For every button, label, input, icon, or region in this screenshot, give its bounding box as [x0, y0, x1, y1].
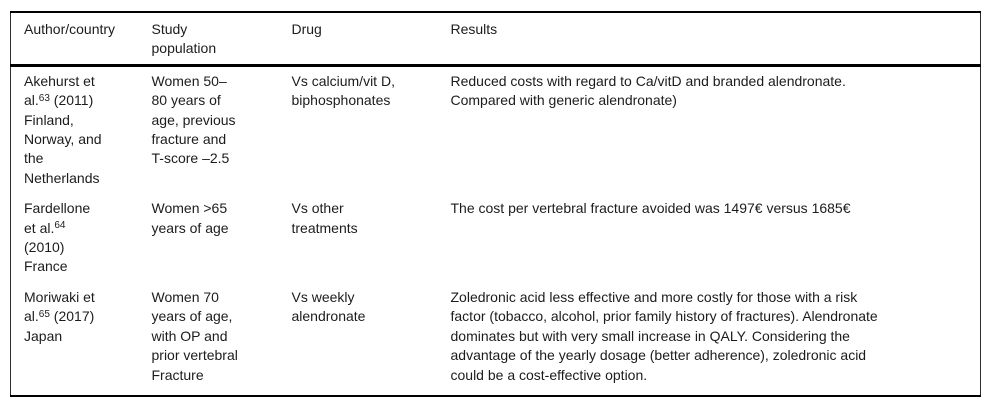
studies-table-container: Author/country Study population Drug Res… — [10, 11, 981, 397]
drug-cell: Vs other treatments — [291, 200, 358, 236]
column-header-drug: Drug — [278, 12, 438, 67]
header-row: Author/country Study population Drug Res… — [10, 12, 981, 67]
table-row: Fardellone et al.64 (2010) France Women … — [11, 194, 981, 283]
population-cell: Women >65 years of age — [151, 200, 229, 236]
author-text: Moriwaki et al. — [24, 288, 95, 325]
author-text: Fardellone et al. — [24, 200, 91, 236]
column-header-population: Study population — [138, 12, 279, 67]
results-cell: The cost per vertebral fracture avoided … — [450, 200, 851, 217]
reference-marker: 64 — [54, 220, 66, 232]
studies-table: Author/country Study population Drug Res… — [10, 11, 981, 397]
column-header-results: Results — [437, 12, 981, 67]
author-text: (2017) Japan — [24, 308, 95, 344]
reference-marker: 63 — [38, 92, 50, 104]
author-cell: Fardellone et al.64 (2010) France — [11, 194, 139, 283]
table-row: Moriwaki et al.65 (2017) Japan Women 70 … — [11, 283, 981, 396]
reference-marker: 65 — [38, 308, 50, 320]
author-text: (2011) Finland, Norway, and the Netherla… — [24, 92, 102, 186]
population-cell: Women 70 years of age, with OP and prior… — [151, 288, 238, 383]
author-cell: Moriwaki et al.65 (2017) Japan — [11, 283, 139, 396]
table-row: Akehurst et al.63 (2011) Finland, Norway… — [11, 65, 981, 194]
column-header-author: Author/country — [10, 12, 139, 67]
author-text: (2010) France — [24, 239, 68, 275]
population-cell: Women 50– 80 years of age, previous frac… — [151, 72, 236, 167]
results-cell: Zoledronic acid less effective and more … — [450, 288, 878, 383]
results-cell: Reduced costs with regard to Ca/vitD and… — [450, 72, 846, 109]
author-text: Akehurst et al. — [24, 72, 95, 109]
drug-cell: Vs weekly alendronate — [291, 288, 366, 325]
author-cell: Akehurst et al.63 (2011) Finland, Norway… — [11, 65, 139, 194]
drug-cell: Vs calcium/vit D, biphosphonates — [291, 72, 395, 109]
